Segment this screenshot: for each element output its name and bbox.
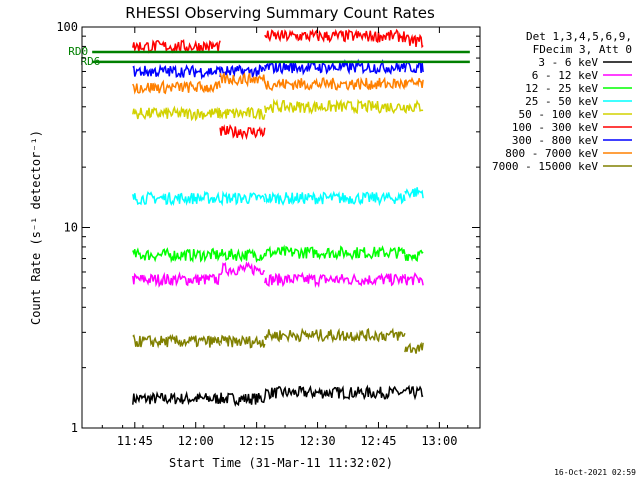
series-segment [219,334,266,349]
series-segment [404,341,424,354]
series-segment [132,390,221,406]
series-segment [219,71,266,88]
series-segment [219,261,265,278]
legend-header: FDecim 3, Att 0 [533,43,632,56]
series-line [132,58,424,80]
legend-entry: 12 - 25 keV [525,82,598,95]
series-line [132,327,424,354]
series-line [132,98,424,122]
series-segment [132,79,221,95]
y-tick-label: 100 [56,20,78,34]
footer-timestamp: 16-Oct-2021 02:59 [554,468,636,477]
series-segment [264,327,406,344]
x-tick-label: 12:00 [178,434,214,448]
series-line [132,28,424,141]
series-line [132,71,424,95]
series-segment [219,64,266,78]
series-segment [132,38,221,54]
x-tick-label: 11:45 [117,434,153,448]
legend: Det 1,3,4,5,6,9,FDecim 3, Att 03 - 6 keV… [492,30,632,173]
legend-entry: 100 - 300 keV [512,121,598,134]
x-tick-label: 12:45 [360,434,396,448]
series-segment [132,271,221,288]
legend-header: Det 1,3,4,5,6,9, [526,30,632,43]
annotation-label: RD0 [68,45,88,58]
legend-entry: 300 - 800 keV [512,134,598,147]
x-tick-label: 12:30 [299,434,335,448]
series-segment [404,272,424,286]
y-axis-label: Count Rate (s⁻¹ detector⁻¹) [29,130,43,325]
series-line [132,261,424,289]
series-line [132,187,424,207]
chart-title: RHESSI Observing Summary Count Rates [125,4,435,22]
series-segment [219,106,266,120]
series-segment [264,76,406,92]
series-segment [404,99,424,114]
series-segment [264,384,406,401]
series-segment [264,28,406,44]
series-segment [404,249,424,263]
series-segment [219,190,266,207]
series-segment [264,190,406,207]
x-tick-label: 13:00 [421,434,457,448]
series-segment [404,187,424,199]
series-line [132,384,424,408]
series-segment [404,76,424,89]
series-segment [404,384,424,401]
series-segment [219,123,266,141]
series-segment [219,248,266,263]
legend-entry: 50 - 100 keV [519,108,599,121]
series-segment [264,58,406,76]
x-axis-label: Start Time (31-Mar-11 11:32:02) [169,456,393,470]
axes: 11:45 12:00 12:15 12:30 12:45 13:00 1 10 100 [56,20,480,448]
legend-entry: 800 - 7000 keV [505,147,598,160]
series-segment [132,333,221,349]
series-segment [132,190,221,207]
series-segment [404,60,424,73]
series-segment [132,105,221,122]
series-segment [132,63,221,80]
y-tick-label: 1 [71,421,78,435]
series-segment [132,247,221,264]
series-segment [264,98,406,115]
legend-entry: 3 - 6 keV [538,56,598,69]
series-lines [132,28,424,408]
legend-entry: 7000 - 15000 keV [492,160,598,173]
series-segment [404,33,424,49]
series-segment [264,244,406,261]
series-line [132,244,424,264]
series-segment [264,271,406,289]
x-tick-label: 12:15 [239,434,275,448]
series-segment [219,392,266,408]
legend-entry: 25 - 50 keV [525,95,598,108]
annotation-label: RD6 [80,55,100,68]
legend-entry: 6 - 12 keV [532,69,599,82]
y-tick-label: 10 [64,221,78,235]
